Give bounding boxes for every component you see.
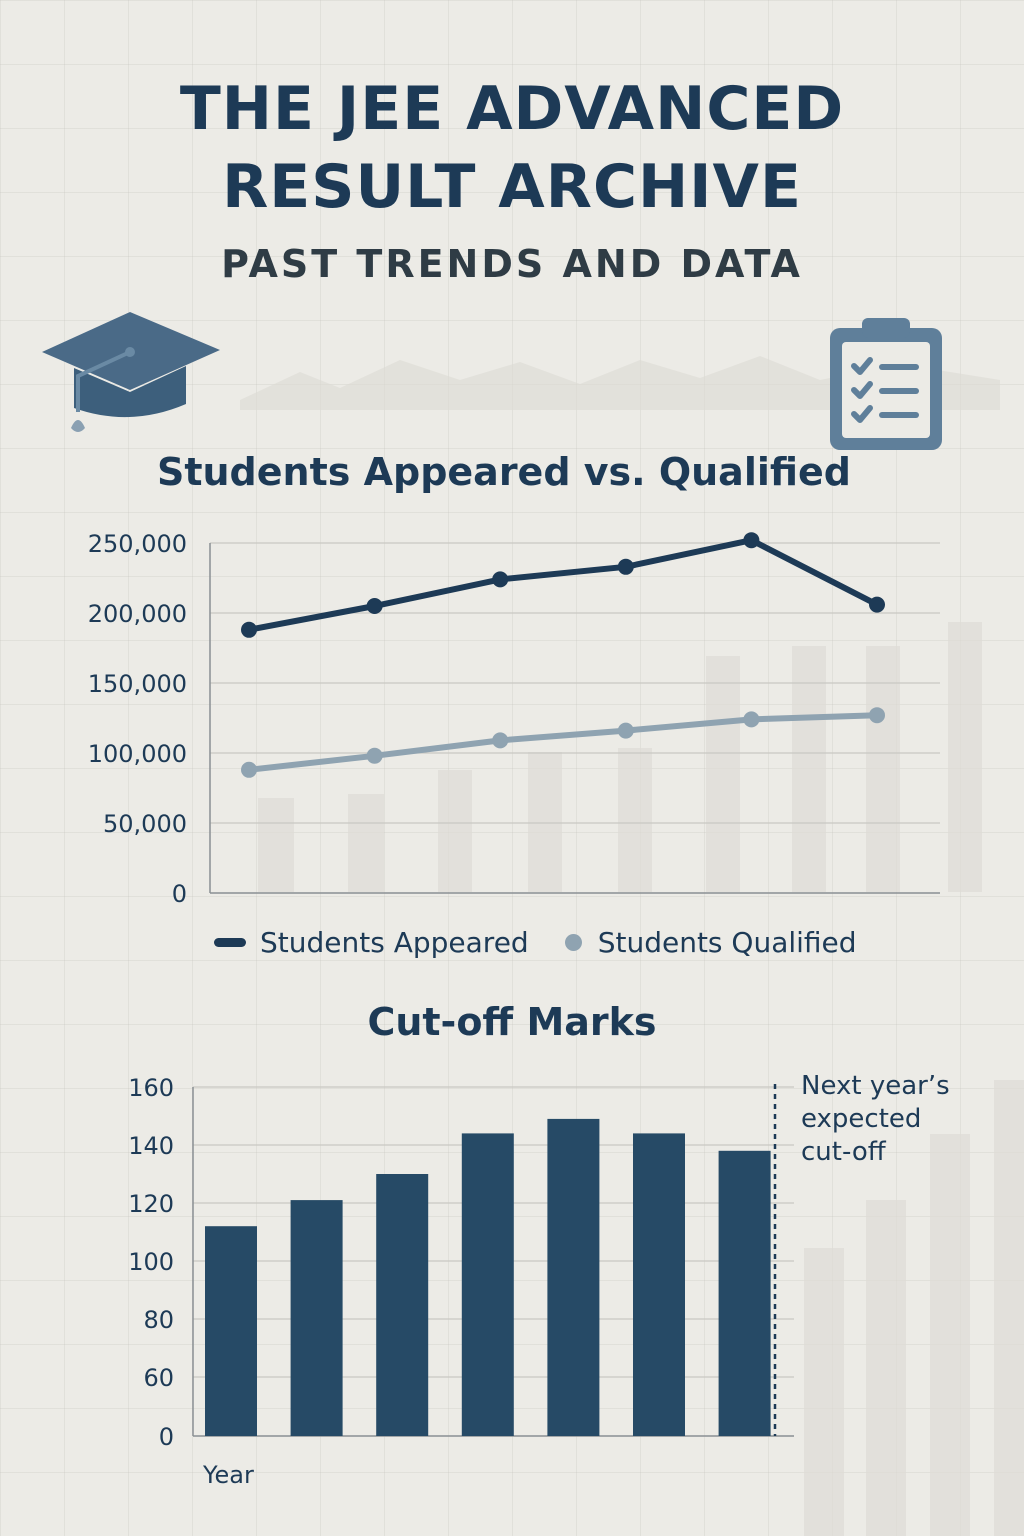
bar-chart-title: Cut-off Marks	[367, 1000, 657, 1044]
cutoff-bar	[547, 1118, 600, 1436]
background-bar-0	[258, 798, 294, 892]
data-point-appeared	[869, 596, 885, 613]
page-subtitle: PAST TRENDS AND DATA	[221, 242, 803, 286]
annotation-line-1: Next year’s	[801, 1071, 950, 1101]
background-bar-8	[948, 622, 982, 892]
line-chart-y-tick-label: 250,000	[88, 530, 187, 558]
annotation-line-3: cut-off	[801, 1137, 886, 1167]
bar-chart-y-tick-label: 100	[128, 1248, 174, 1276]
line-chart-title: Students Appeared vs. Qualified	[156, 450, 852, 494]
data-point-appeared	[492, 571, 509, 588]
data-point-qualified	[492, 732, 509, 749]
background-bar-12	[994, 1080, 1024, 1536]
cutoff-bar	[718, 1150, 771, 1436]
data-point-qualified	[743, 711, 760, 728]
line-chart-y-tick-label: 100,000	[88, 740, 187, 768]
background-bar-1	[348, 794, 384, 892]
legend-item-appeared: Students Appeared	[214, 926, 529, 959]
data-point-qualified	[366, 747, 383, 764]
line-chart-legend: Students Appeared Students Qualified	[214, 926, 893, 959]
line-chart-y-tick-label: 200,000	[88, 600, 187, 628]
students-line-chart: 0 50,000 100,000 150,000 200,000 250,000	[88, 530, 940, 908]
background-bar-2	[438, 770, 472, 892]
legend-swatch-qualified	[564, 934, 582, 951]
expected-cutoff-annotation: Next year’s expected cut-off	[801, 1070, 981, 1169]
data-point-qualified	[617, 722, 634, 739]
background-bar-10	[866, 1200, 906, 1536]
data-point-qualified	[241, 761, 257, 778]
background-bar-3	[528, 752, 562, 892]
data-point-qualified	[869, 707, 885, 724]
legend-label-appeared: Students Appeared	[260, 926, 529, 959]
bar-chart-x-axis-label: Year	[202, 1461, 254, 1489]
background-bar-5	[706, 656, 740, 892]
series-line-appeared	[248, 537, 879, 633]
clipboard-checklist-icon	[824, 316, 948, 460]
background-bar-11	[930, 1134, 970, 1536]
data-point-appeared	[366, 598, 383, 614]
bar-chart-y-tick-label: 80	[143, 1306, 174, 1334]
cutoff-bar-chart: 0 60 80 100 120 140 160 Year	[128, 1074, 794, 1489]
legend-item-qualified: Students Qualified	[564, 926, 857, 959]
bar-chart-y-tick-label: 140	[128, 1132, 174, 1160]
data-point-appeared	[743, 532, 760, 549]
page-title-line-2: RESULT ARCHIVE	[222, 152, 802, 222]
graduation-cap-icon	[38, 300, 228, 444]
line-chart-y-tick-label: 50,000	[103, 810, 187, 838]
background-bar-9	[804, 1248, 844, 1536]
data-point-appeared	[617, 558, 634, 575]
background-bar-7	[866, 646, 900, 892]
page-title-line-1: THE JEE ADVANCED	[179, 74, 845, 144]
cutoff-bar	[376, 1174, 429, 1436]
background-bar-4	[618, 748, 652, 892]
data-point-appeared	[241, 621, 257, 638]
cutoff-bar	[461, 1133, 514, 1436]
cutoff-bar	[290, 1200, 343, 1436]
line-chart-y-tick-label: 0	[172, 880, 187, 908]
background-decoration	[240, 356, 1024, 1536]
legend-label-qualified: Students Qualified	[597, 926, 857, 959]
line-chart-y-tick-label: 150,000	[88, 670, 187, 698]
annotation-line-2: expected	[801, 1104, 922, 1134]
bar-chart-y-tick-label: 120	[128, 1190, 174, 1218]
bar-chart-y-tick-label: 160	[128, 1074, 174, 1102]
background-bar-6	[792, 646, 826, 892]
cutoff-bar	[205, 1226, 257, 1436]
series-line-qualified	[248, 712, 878, 773]
cutoff-bar	[633, 1133, 685, 1436]
bar-chart-y-tick-label: 0	[159, 1423, 174, 1451]
bar-chart-y-tick-label: 60	[143, 1364, 174, 1392]
background-mountain	[240, 356, 1000, 410]
legend-swatch-appeared	[214, 938, 246, 947]
